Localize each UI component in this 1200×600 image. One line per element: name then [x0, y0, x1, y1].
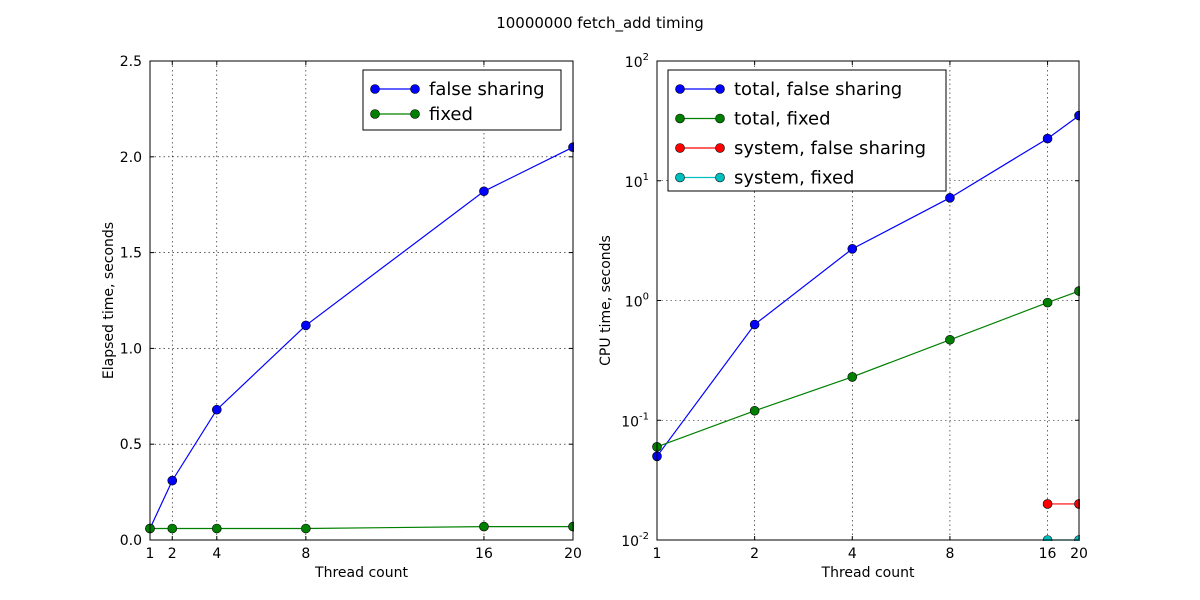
x-tick-label: 20 — [1070, 546, 1088, 562]
legend-box — [667, 69, 947, 192]
x-tick-label: 8 — [301, 546, 310, 562]
y-tick-label: 1.5 — [120, 246, 142, 262]
legend-label: false sharing — [429, 79, 545, 100]
y-tick-label: 10-1 — [621, 411, 649, 430]
axes-frame — [149, 60, 574, 541]
legend-marker — [675, 172, 685, 183]
data-point-false-sharing — [479, 186, 489, 197]
legend-label: system, fixed — [734, 168, 854, 189]
axes-frame — [656, 60, 1080, 541]
legend-marker — [370, 109, 380, 119]
legend-marker — [675, 84, 685, 94]
data-point-fixed — [301, 523, 311, 534]
x-tick-label: 8 — [945, 546, 954, 562]
y-axis-label: Elapsed time, seconds — [101, 222, 117, 379]
y-tick-label: 2.0 — [120, 150, 142, 166]
y-tick-label-exponent: 2 — [643, 52, 649, 63]
data-point-fixed — [167, 523, 178, 534]
x-tick-label: 1 — [653, 546, 662, 562]
data-point-total-false-sharing — [749, 319, 760, 330]
legend-marker — [715, 84, 725, 94]
legend-marker — [715, 143, 725, 153]
x-axis-label: Thread count — [821, 565, 915, 581]
legend-marker — [675, 113, 685, 124]
left-plot-elapsed-time: 1 2 4 8 16 20 0.0 0.5 1.0 1.5 2.0 2.5 Thread count El… — [101, 54, 582, 581]
legend-label: total, fixed — [734, 109, 831, 130]
legend-marker — [715, 172, 725, 183]
y-tick-label-exponent: -1 — [639, 411, 649, 422]
x-tick-label: 20 — [564, 546, 582, 562]
data-point-total-false-sharing — [945, 193, 955, 203]
y-tick-label: 0.0 — [120, 533, 142, 549]
legend-label: system, false sharing — [734, 138, 926, 159]
series-line-total-false-sharing — [656, 115, 1080, 457]
legend-item-total-fixed: total, fixed — [675, 109, 831, 130]
data-point-system-false-sharing — [1042, 499, 1053, 509]
legend-item-system-false-sharing: system, false sharing — [675, 138, 926, 159]
y-tick-label: 102 — [625, 52, 649, 71]
legend-marker — [715, 113, 725, 124]
y-tick-label: 1.0 — [120, 341, 142, 357]
data-point-false-sharing — [211, 404, 222, 415]
data-point-total-fixed — [749, 405, 760, 416]
series-layer — [145, 142, 574, 534]
y-tick-label-base: 10 — [621, 414, 639, 430]
data-point-total-fixed — [847, 372, 858, 382]
legend-marker — [410, 84, 420, 94]
y-axis-label: CPU time, seconds — [598, 235, 614, 366]
data-point-fixed — [211, 523, 222, 534]
data-point-total-fixed — [1042, 297, 1053, 308]
data-point-false-sharing — [167, 475, 178, 486]
legend-item-system-fixed: system, fixed — [675, 168, 854, 189]
legend-marker — [370, 84, 380, 94]
legend-marker — [410, 109, 420, 119]
y-tick-label-exponent: 0 — [643, 292, 649, 303]
x-axis-label: Thread count — [314, 565, 408, 581]
y-tick-label-exponent: -2 — [639, 531, 649, 542]
legend-box — [362, 69, 562, 131]
x-tick-label: 16 — [475, 546, 493, 562]
series-layer — [652, 110, 1080, 541]
legend-label: fixed — [429, 104, 473, 125]
figure-title: 10000000 fetch_add timing — [496, 14, 704, 33]
x-tick-label: 1 — [146, 546, 155, 562]
legend: total, false sharing total, fixed system, … — [667, 69, 947, 192]
y-tick-label-base: 10 — [625, 295, 643, 311]
y-tick-label: 100 — [625, 292, 649, 311]
series-line-false-sharing — [149, 146, 574, 529]
x-tick-label: 2 — [168, 546, 177, 562]
x-tick-label: 4 — [848, 546, 857, 562]
x-tick-label: 2 — [750, 546, 759, 562]
data-point-false-sharing — [301, 320, 311, 331]
y-tick-label: 101 — [625, 172, 649, 191]
y-tick-label: 2.5 — [120, 54, 142, 70]
series-line-total-fixed — [656, 290, 1080, 448]
legend-label: total, false sharing — [734, 79, 902, 100]
data-point-total-false-sharing — [1042, 133, 1053, 144]
legend-item-false-sharing: false sharing — [370, 79, 545, 100]
y-tick-label: 0.5 — [120, 437, 142, 453]
legend: false sharing fixed — [362, 69, 562, 131]
y-tick-label-base: 10 — [625, 55, 643, 71]
data-point-total-false-sharing — [847, 244, 858, 254]
y-tick-label-exponent: 1 — [643, 172, 649, 183]
data-point-total-fixed — [945, 334, 955, 345]
x-tick-label: 4 — [212, 546, 221, 562]
legend-item-total-false-sharing: total, false sharing — [675, 79, 902, 100]
legend-item-fixed: fixed — [370, 104, 473, 125]
y-tick-label-base: 10 — [625, 175, 643, 191]
x-tick-label: 16 — [1039, 546, 1057, 562]
y-tick-label: 10-2 — [621, 531, 649, 550]
data-point-fixed — [479, 521, 489, 532]
legend-marker — [675, 143, 685, 153]
y-tick-label-base: 10 — [621, 534, 639, 550]
